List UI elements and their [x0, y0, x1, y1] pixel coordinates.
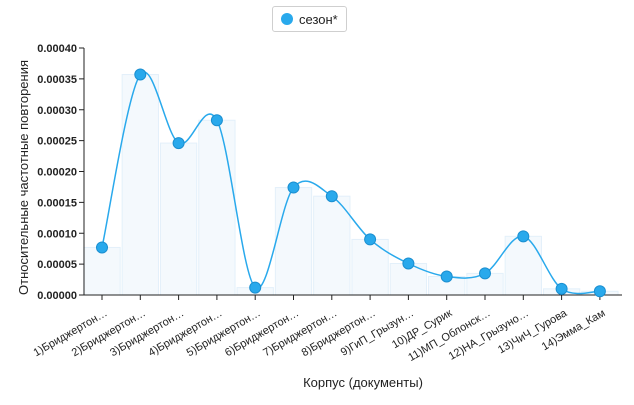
data-point[interactable]: [517, 230, 530, 243]
data-point[interactable]: [593, 285, 606, 298]
y-tick-label: 0.00020: [37, 167, 77, 179]
data-point[interactable]: [402, 257, 415, 270]
y-tick-label: 0.00010: [37, 228, 77, 240]
histogram-bar: [504, 235, 542, 296]
histogram-bar: [313, 195, 351, 296]
legend-label: сезон*: [299, 11, 338, 27]
y-tick-label: 0.00000: [37, 290, 77, 302]
histogram-bar: [274, 187, 313, 296]
histogram-bar: [121, 74, 159, 296]
data-point[interactable]: [172, 137, 185, 150]
data-point[interactable]: [555, 282, 568, 295]
y-tick-label: 0.00040: [37, 43, 77, 55]
y-tick-label: 0.00030: [37, 105, 77, 117]
x-axis-title: Корпус (документы): [303, 375, 423, 390]
y-tick-label: 0.00025: [37, 136, 77, 148]
y-tick-label: 0.00035: [37, 74, 77, 86]
histogram-bar: [159, 142, 198, 296]
series-line: [101, 71, 600, 295]
data-point[interactable]: [134, 68, 147, 81]
histogram-bar: [83, 246, 121, 296]
histogram-bar: [198, 119, 236, 296]
data-point[interactable]: [479, 267, 491, 280]
legend[interactable]: сезон*: [272, 6, 347, 32]
y-axis-title: Относительные частотные повторения: [16, 60, 31, 295]
y-tick-label: 0.00005: [37, 259, 77, 271]
data-point[interactable]: [440, 270, 453, 283]
data-point[interactable]: [325, 190, 338, 203]
legend-marker-icon: [281, 13, 293, 25]
data-point[interactable]: [364, 233, 377, 246]
data-point[interactable]: [96, 241, 108, 254]
data-point[interactable]: [287, 181, 300, 194]
y-tick-label: 0.00015: [37, 197, 77, 209]
data-point[interactable]: [249, 281, 262, 294]
histogram-bar: [351, 238, 389, 296]
data-point[interactable]: [210, 114, 223, 127]
